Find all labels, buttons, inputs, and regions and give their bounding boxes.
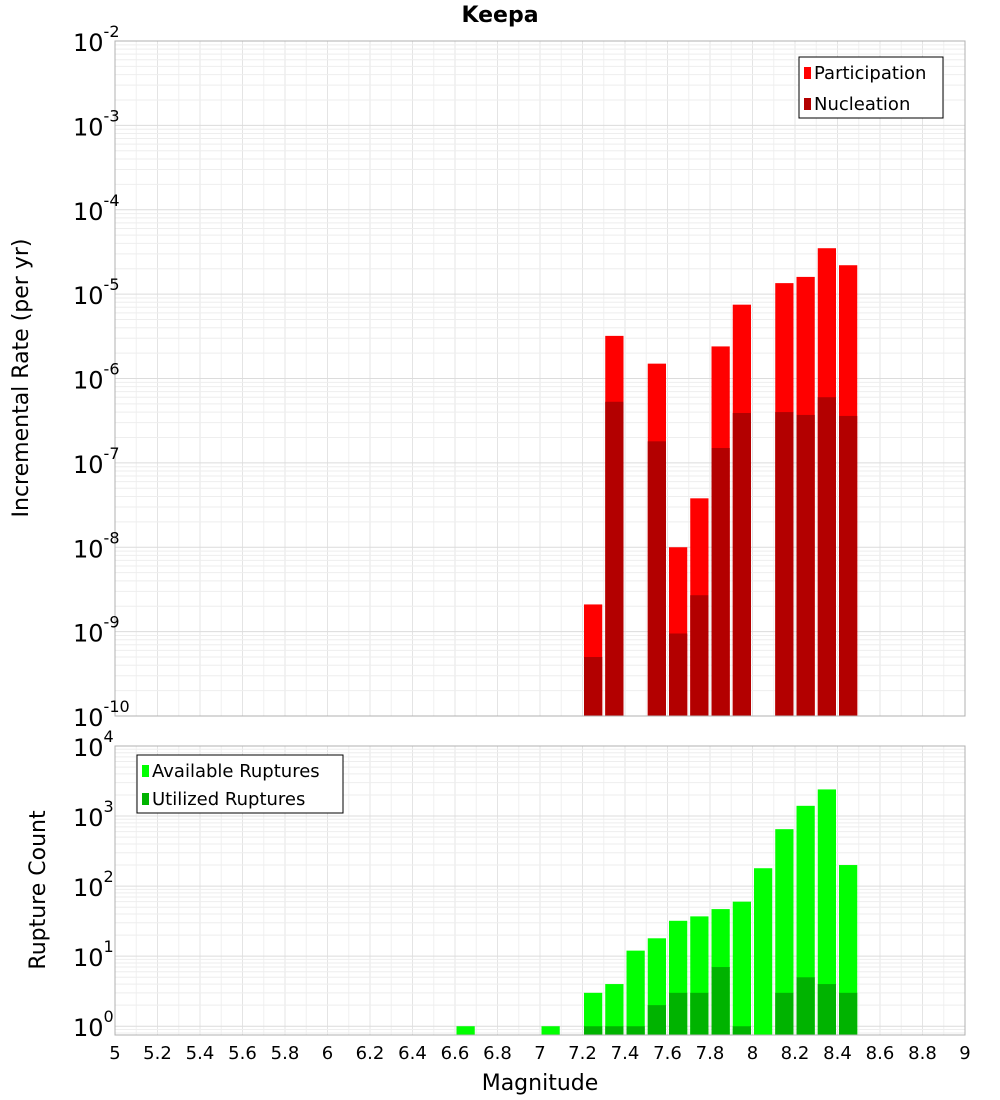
- chart-title: Keepa: [461, 3, 538, 28]
- bottom-bar-1-6: [711, 967, 730, 1035]
- bottom-bar-0-11: [775, 829, 794, 1035]
- top-y-tick-label: 10-6: [73, 360, 120, 395]
- x-tick-label: 5.4: [186, 1043, 215, 1064]
- x-tick-label: 8.8: [908, 1043, 937, 1064]
- bottom-bar-1-9: [796, 977, 815, 1035]
- top-legend-swatch-0: [804, 67, 811, 79]
- top-bar-1-6: [732, 413, 751, 716]
- top-bar-1-10: [839, 415, 858, 716]
- bottom-y-tick-label: 104: [73, 727, 114, 762]
- top-bar-1-5: [711, 448, 730, 716]
- top-bar-1-4: [690, 595, 709, 716]
- top-legend-box: [798, 56, 944, 119]
- top-y-axis-label: Incremental Rate (per yr): [9, 239, 34, 518]
- top-bar-1-8: [796, 414, 815, 716]
- top-y-tick-label: 10-9: [73, 613, 120, 648]
- x-tick-label: 5.8: [271, 1043, 300, 1064]
- x-tick-label: 6.8: [483, 1043, 512, 1064]
- bottom-plot-border: [114, 745, 966, 1036]
- top-grid: [114, 40, 966, 717]
- x-tick-label: 6.4: [398, 1043, 427, 1064]
- top-y-tick-label: 10-3: [73, 106, 120, 141]
- bottom-bar-1-2: [626, 1026, 645, 1035]
- top-y-tick-label: 10-7: [73, 444, 120, 479]
- top-y-tick-label: 10-10: [73, 697, 130, 732]
- bottom-series-1: [584, 967, 858, 1035]
- bottom-bar-0-0: [456, 1026, 475, 1035]
- x-tick-label: 8.4: [823, 1043, 852, 1064]
- top-panel: 10-2 10-3 10-4 10-5 10-6 10-7 10-8 10-9 10-10 Par…: [73, 22, 966, 732]
- top-plot-border: [114, 40, 966, 717]
- bottom-bar-0-14: [839, 865, 858, 1035]
- bottom-bar-1-0: [584, 1026, 603, 1035]
- x-tick-label: 6.6: [441, 1043, 470, 1064]
- bottom-y-tick-label: 100: [73, 1007, 114, 1042]
- x-tick-label: 9: [959, 1043, 970, 1064]
- bottom-y-tick-label: 101: [73, 937, 114, 972]
- bottom-legend-swatch-1: [142, 793, 149, 805]
- top-y-tick-label: 10-4: [73, 191, 120, 226]
- top-bar-1-0: [584, 657, 603, 716]
- x-tick-label: 8: [747, 1043, 758, 1064]
- bottom-bar-1-11: [839, 992, 858, 1035]
- bottom-y-axis-label: Rupture Count: [26, 810, 51, 970]
- bottom-bar-1-4: [669, 992, 688, 1035]
- top-legend: Participation Nucleation: [798, 56, 944, 119]
- top-y-tick-labels: 10-2 10-3 10-4 10-5 10-6 10-7 10-8 10-9 10-10: [73, 22, 130, 732]
- bottom-y-tick-labels: 104 103 102 101 100: [73, 727, 114, 1042]
- x-tick-label: 7.2: [568, 1043, 597, 1064]
- bottom-panel: 104 103 102 101 100 Available Ruptures Utilize…: [73, 727, 966, 1042]
- x-tick-label: 5.6: [228, 1043, 257, 1064]
- x-tick-label: 5: [109, 1043, 120, 1064]
- bottom-y-tick-label: 103: [73, 797, 114, 832]
- x-tick-label: 7.4: [611, 1043, 640, 1064]
- bottom-bar-1-5: [690, 992, 709, 1035]
- x-tick-label: 6: [322, 1043, 333, 1064]
- bottom-bar-1-1: [605, 1026, 624, 1035]
- top-y-tick-label: 10-8: [73, 528, 120, 563]
- bottom-bar-0-4: [626, 950, 645, 1035]
- x-tick-labels: 5 5.2 5.4 5.6 5.8 6 6.2 6.4 6.6 6.8 7 7.2 7.4 7.6 7.8 8…: [109, 1043, 970, 1064]
- bottom-bar-1-8: [775, 992, 794, 1035]
- top-bar-1-9: [817, 397, 836, 716]
- bottom-legend: Available Ruptures Utilized Ruptures: [136, 754, 344, 814]
- top-series-1: [584, 397, 858, 716]
- top-bar-1-2: [647, 441, 666, 716]
- top-bar-1-1: [605, 401, 624, 716]
- bottom-bar-0-3: [605, 984, 624, 1035]
- bottom-bar-0-1: [541, 1026, 560, 1035]
- top-bar-1-3: [669, 633, 688, 716]
- top-y-tick-label: 10-5: [73, 275, 120, 310]
- x-tick-label: 8.6: [866, 1043, 895, 1064]
- bottom-y-tick-label: 102: [73, 867, 114, 902]
- x-axis-label: Magnitude: [482, 1071, 599, 1096]
- bottom-legend-swatch-0: [142, 765, 149, 777]
- bottom-bar-0-10: [754, 868, 773, 1035]
- x-tick-label: 5.2: [143, 1043, 172, 1064]
- x-tick-label: 8.2: [781, 1043, 810, 1064]
- bottom-bar-0-2: [584, 992, 603, 1035]
- x-tick-label: 7: [534, 1043, 545, 1064]
- x-tick-label: 7.8: [696, 1043, 725, 1064]
- bottom-bar-1-3: [647, 1005, 666, 1035]
- bottom-legend-box: [136, 754, 344, 814]
- top-legend-label-0: Participation: [814, 63, 926, 84]
- x-tick-label: 6.2: [356, 1043, 385, 1064]
- bottom-bar-1-7: [732, 1026, 751, 1035]
- top-bar-1-7: [775, 412, 794, 716]
- top-legend-label-1: Nucleation: [814, 94, 910, 115]
- bottom-bar-0-13: [817, 789, 836, 1035]
- x-tick-label: 7.6: [653, 1043, 682, 1064]
- top-y-tick-label: 10-2: [73, 22, 120, 57]
- bottom-legend-label-0: Available Ruptures: [152, 761, 320, 782]
- bottom-bar-1-10: [817, 984, 836, 1035]
- bottom-bar-0-9: [732, 901, 751, 1035]
- top-legend-swatch-1: [804, 98, 811, 110]
- bottom-legend-label-1: Utilized Ruptures: [152, 789, 305, 810]
